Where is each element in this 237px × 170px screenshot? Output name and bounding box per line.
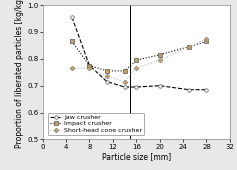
X-axis label: Particle size [mm]: Particle size [mm] [102, 152, 171, 161]
Legend: Jaw crusher, Impact crusher, Short-head cone crusher: Jaw crusher, Impact crusher, Short-head … [48, 113, 144, 135]
Y-axis label: Proportion of liberated particles [kg/kg]: Proportion of liberated particles [kg/kg… [15, 0, 24, 148]
